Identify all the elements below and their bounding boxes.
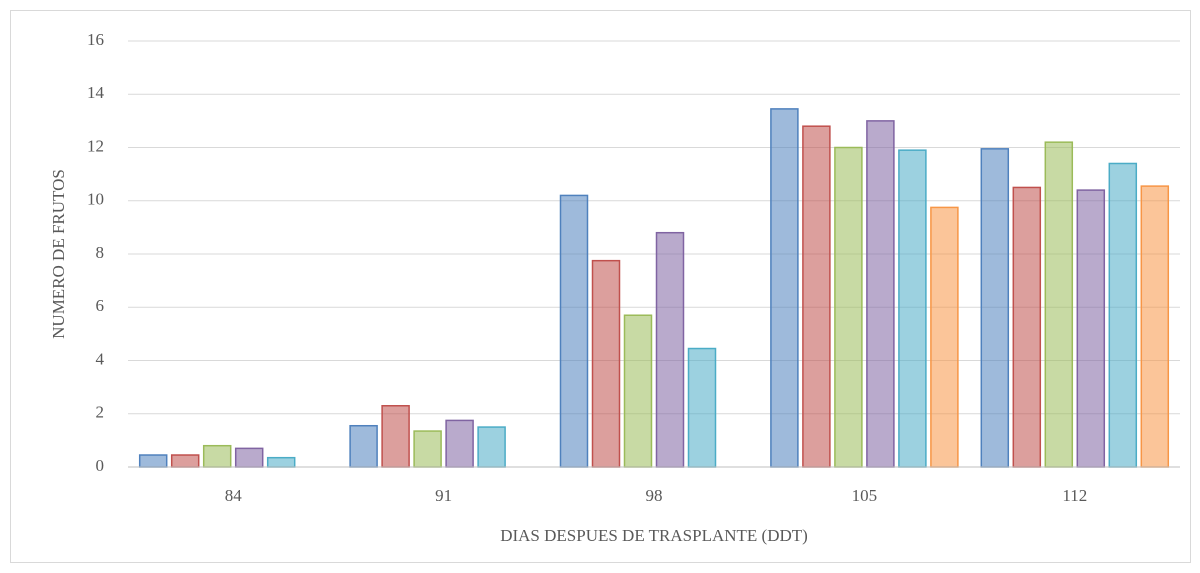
bar bbox=[898, 149, 927, 468]
x-tick-label: 112 bbox=[1062, 486, 1087, 505]
x-tick-label: 98 bbox=[646, 486, 663, 505]
x-tick-label: 105 bbox=[852, 486, 878, 505]
bar bbox=[349, 424, 378, 468]
bar bbox=[381, 405, 410, 468]
bar bbox=[413, 430, 442, 468]
bar bbox=[170, 454, 200, 468]
y-tick-label: 10 bbox=[87, 190, 104, 209]
bar bbox=[802, 125, 831, 468]
bar bbox=[980, 148, 1010, 468]
bar bbox=[770, 108, 799, 468]
y-axis-title: NUMERO DE FRUTOS bbox=[49, 169, 68, 339]
bar bbox=[1140, 185, 1170, 468]
bar bbox=[1012, 186, 1042, 468]
y-tick-label: 16 bbox=[87, 30, 104, 49]
bar bbox=[930, 206, 959, 468]
x-tick-label: 84 bbox=[225, 486, 243, 505]
bar bbox=[1044, 141, 1074, 468]
bar bbox=[266, 456, 296, 468]
bar bbox=[1076, 189, 1106, 468]
bar bbox=[138, 454, 168, 468]
bar bbox=[655, 231, 685, 468]
y-tick-label: 2 bbox=[96, 403, 105, 422]
y-tick-label: 12 bbox=[87, 136, 104, 155]
y-tick-label: 8 bbox=[96, 243, 105, 262]
x-axis-title: DIAS DESPUES DE TRASPLANTE (DDT) bbox=[500, 526, 808, 545]
y-tick-label: 6 bbox=[96, 296, 105, 315]
y-tick-label: 0 bbox=[96, 456, 105, 475]
bar bbox=[1108, 162, 1138, 468]
bar bbox=[202, 444, 232, 468]
y-tick-label: 4 bbox=[96, 349, 105, 368]
bar bbox=[477, 426, 506, 468]
bar bbox=[591, 259, 621, 468]
y-tick-label: 14 bbox=[87, 83, 105, 102]
bar bbox=[234, 447, 264, 468]
x-tick-label: 91 bbox=[435, 486, 452, 505]
bar bbox=[445, 419, 474, 468]
bar bbox=[866, 120, 895, 468]
bar bbox=[687, 347, 717, 468]
bar bbox=[623, 314, 653, 468]
bar bbox=[834, 146, 863, 468]
bar bbox=[559, 194, 589, 468]
